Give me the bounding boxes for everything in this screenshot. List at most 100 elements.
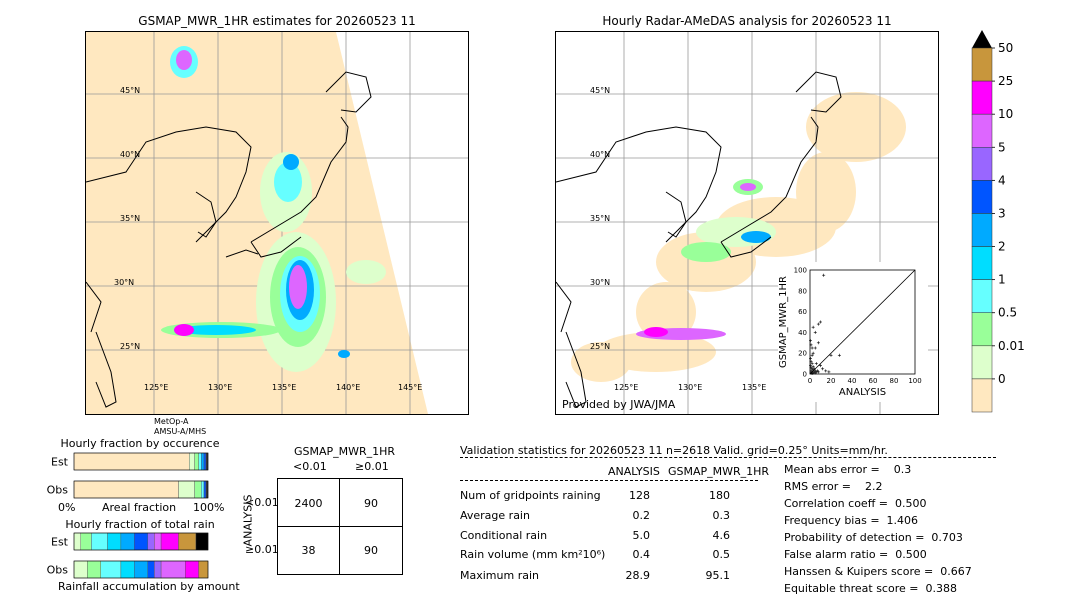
occurrence-title: Hourly fraction by occurence — [60, 437, 220, 450]
colorbar: 50 25 10 5 4 3 2 1 0.5 0.01 0 — [966, 28, 1036, 418]
stack-segment — [91, 532, 108, 551]
colorbar-segment — [971, 345, 993, 380]
colorbar-label: 50 — [998, 41, 1013, 55]
scatter-point — [809, 339, 813, 343]
validation-row-gsmap: 95.1 — [705, 569, 731, 582]
scatter-xlabel: ANALYSIS — [839, 387, 886, 398]
validation-row-label: Num of gridpoints raining — [460, 489, 601, 502]
stack-segment — [160, 532, 179, 551]
stack-segment — [73, 452, 190, 471]
colorbar-segment — [971, 147, 993, 181]
right-lat-label: 35°N — [590, 214, 610, 223]
left-lon-label: 125°E — [144, 383, 168, 392]
contingency-col-header: <0.01 — [293, 460, 327, 473]
stack-frame — [73, 480, 209, 499]
score-line: Correlation coeff = 0.500 — [784, 497, 927, 510]
contingency-cell: 2400 — [294, 497, 323, 510]
right-lon-label: 130°E — [678, 383, 702, 392]
scatter-xtick: 0 — [808, 377, 812, 385]
scatter-xtick: 100 — [908, 377, 921, 385]
credit-text: Provided by JWA/JMA — [562, 398, 676, 411]
validation-col-analysis: ANALYSIS — [608, 465, 660, 478]
stack-segment — [120, 532, 135, 551]
validation-row-label: Maximum rain — [460, 569, 539, 582]
right-lat-label: 45°N — [590, 86, 610, 95]
scatter-point — [810, 362, 814, 366]
validation-row-analysis: 5.0 — [632, 529, 651, 542]
stack-segment — [198, 560, 209, 579]
stack-segment — [107, 532, 122, 551]
validation-row-label: Rain volume (mm km²10⁶) — [460, 548, 606, 561]
right-map: 45°N 40°N 35°N 30°N 25°N 125°E 130°E 135… — [555, 31, 939, 415]
stack-category-label: Est — [51, 456, 69, 469]
validation-row-label: Average rain — [460, 509, 530, 522]
scatter-point — [816, 370, 820, 374]
scatter-plot: 0 20 40 60 80 100 0 20 40 60 80 100 ANALYSIS GSMAP_MW… — [778, 267, 922, 399]
scatter-point — [809, 360, 813, 364]
right-lat-label: 25°N — [590, 342, 610, 351]
right-lat-label: 30°N — [590, 278, 610, 287]
sensor-label: MetOp-A — [154, 417, 189, 426]
validation-row-gsmap: 180 — [709, 489, 730, 502]
stack-segment — [201, 480, 205, 499]
right-lon-label: 135°E — [742, 383, 766, 392]
stack-segment — [194, 480, 202, 499]
colorbar-segment — [971, 113, 993, 148]
scatter-point — [829, 353, 833, 357]
colorbar-label: 1 — [998, 273, 1006, 287]
stack-segment — [80, 532, 92, 551]
scatter-point — [822, 273, 826, 277]
colorbar-segment — [971, 246, 993, 280]
occurrence-chart: Est Obs — [40, 450, 240, 518]
scatter-point — [813, 371, 817, 375]
stack-frame — [73, 452, 209, 471]
occurrence-xtick-right: 100% — [193, 501, 225, 514]
stack-segment — [194, 452, 199, 471]
score-line: Hanssen & Kuipers score = 0.667 — [784, 565, 972, 578]
stack-category-label: Est — [51, 536, 69, 549]
occurrence-xtick-left: 0% — [58, 501, 76, 514]
colorbar-label: 2 — [998, 240, 1006, 254]
colorbar-segment — [971, 47, 993, 82]
left-lat-label: 30°N — [114, 278, 134, 287]
stack-segment — [147, 532, 155, 551]
validation-header: Validation statistics for 20260523 11 n=… — [460, 444, 888, 457]
stack-segment — [73, 480, 179, 499]
scatter-point — [809, 343, 813, 347]
colorbar-segment — [971, 180, 993, 214]
left-map: 45°N 40°N 35°N 30°N 25°N 125°E 130°E 135… — [85, 31, 469, 415]
right-map-title: Hourly Radar-AMeDAS analysis for 2026052… — [602, 14, 892, 28]
scatter-ytick: 60 — [798, 308, 807, 316]
colorbar-extend-arrow — [972, 30, 992, 48]
scatter-point — [824, 369, 828, 373]
stack-segment — [73, 560, 88, 579]
scatter-point — [809, 364, 813, 368]
scatter-point — [813, 330, 817, 334]
stack-segment — [189, 452, 195, 471]
total-rain-xlabel: Rainfall accumulation by amount — [58, 580, 240, 593]
colorbar-label: 10 — [998, 107, 1013, 121]
stack-segment — [201, 452, 205, 471]
score-line: Mean abs error = 0.3 — [784, 463, 912, 476]
contingency-cell: 90 — [364, 497, 378, 510]
scatter-xtick: 20 — [827, 377, 836, 385]
contingency-cell: 90 — [364, 544, 378, 557]
validation-row-analysis: 128 — [629, 489, 650, 502]
stack-segment — [178, 480, 195, 499]
colorbar-segment — [971, 312, 993, 347]
right-lon-label: 125°E — [614, 383, 638, 392]
stack-segment — [205, 480, 209, 499]
scatter-inset: 0 20 40 60 80 100 0 20 40 60 80 100 ANALYSIS GSMAP_MW… — [778, 262, 928, 402]
occurrence-xlabel: Areal fraction — [102, 501, 177, 514]
stack-segment — [100, 560, 122, 579]
left-lat-label: 25°N — [120, 342, 140, 351]
validation-row-gsmap: 0.5 — [712, 548, 731, 561]
scatter-xtick: 40 — [848, 377, 857, 385]
validation-row-label: Conditional rain — [460, 529, 548, 542]
colorbar-segment — [971, 279, 993, 313]
validation-row-analysis: 0.2 — [632, 509, 651, 522]
scatter-ytick: 20 — [798, 350, 807, 358]
scatter-ytick: 0 — [803, 371, 807, 379]
scatter-point — [821, 367, 825, 371]
contingency-cell: 38 — [301, 544, 316, 557]
